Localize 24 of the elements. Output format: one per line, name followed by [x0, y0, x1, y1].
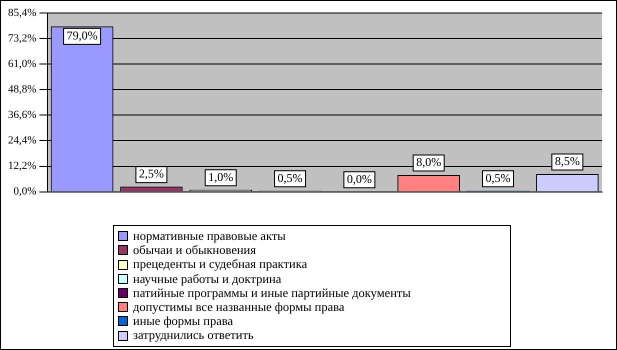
y-tick-label: 61,0%	[8, 58, 36, 70]
legend-label: нормативные правовые акты	[133, 229, 286, 244]
y-tick-label: 0,0%	[13, 186, 36, 198]
data-label: 0,5%	[278, 170, 303, 185]
legend-label: иные формы права	[133, 314, 234, 328]
data-label: 0,0%	[346, 172, 372, 186]
y-tick-label: 73,2%	[8, 32, 36, 44]
y-tick-label: 24,4%	[8, 134, 36, 147]
data-label: 1,0%	[208, 170, 234, 184]
legend-label: затруднились ответить	[133, 328, 254, 343]
y-tick-label: 36,6%	[8, 109, 36, 122]
y-tick-label: 85,4%	[8, 6, 36, 19]
data-label: 8,5%	[554, 154, 580, 168]
data-label: 0,5%	[486, 170, 511, 185]
legend-label: допустимы все названные формы права	[133, 300, 344, 314]
y-tick-label: 12,2%	[8, 160, 36, 172]
legend-label: обычаи и обыкновения	[133, 243, 256, 258]
legend-label: прецеденты и судебная практика	[133, 257, 308, 272]
legend-label: патийные программы и иные партийные документы	[133, 286, 411, 300]
data-label: 2,5%	[138, 166, 164, 181]
y-tick-label: 48,8%	[8, 84, 36, 96]
data-label: 8,0%	[416, 155, 442, 170]
data-label: 79,0%	[66, 28, 98, 43]
legend-label: научные работы и доктрина	[133, 272, 282, 286]
